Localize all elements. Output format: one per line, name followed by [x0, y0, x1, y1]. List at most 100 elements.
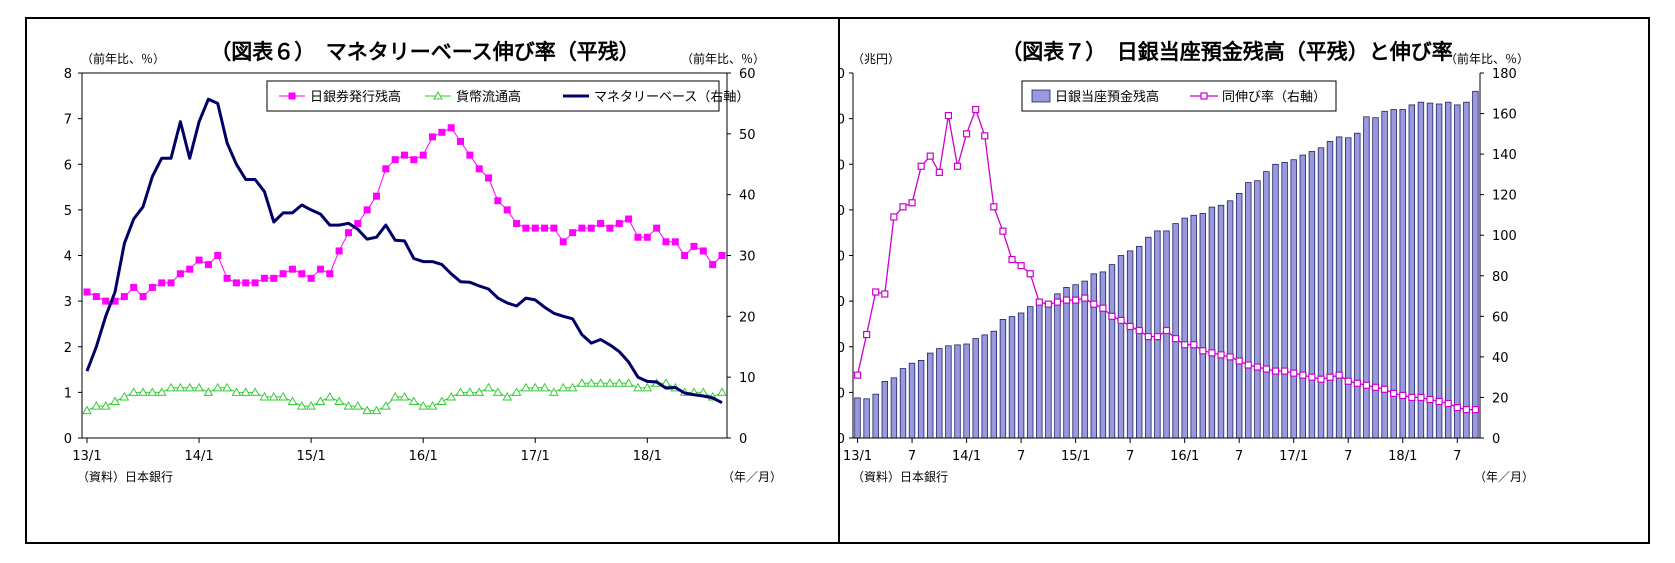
bar	[1245, 182, 1252, 439]
data-point	[203, 387, 214, 396]
bar	[1063, 286, 1070, 439]
right-tick-label: 120	[1492, 189, 1517, 204]
data-point	[138, 387, 148, 396]
left-tick-label: 250	[840, 204, 845, 219]
data-point	[222, 382, 232, 392]
data-point	[324, 391, 335, 401]
data-point	[615, 220, 623, 228]
data-point	[1035, 298, 1043, 306]
bar	[972, 338, 979, 439]
data-point	[531, 224, 539, 232]
data-point	[418, 401, 429, 410]
data-point	[671, 238, 679, 246]
bar	[927, 352, 934, 439]
data-point	[278, 391, 288, 401]
data-point	[242, 279, 250, 287]
data-point	[643, 233, 651, 241]
data-point	[371, 405, 382, 415]
data-point	[493, 387, 503, 396]
data-point	[1026, 270, 1034, 278]
bar	[899, 368, 907, 439]
data-point	[1062, 296, 1071, 304]
bar	[1108, 264, 1116, 439]
x-axis-unit: （年／月）	[1474, 470, 1534, 484]
data-point	[485, 174, 493, 182]
data-point	[1044, 300, 1052, 308]
bar	[1408, 104, 1415, 439]
right-tick-label: 20	[1492, 391, 1509, 406]
data-point	[853, 371, 862, 379]
chart-panel-current-account: （図表７） 日銀当座預金残高（平残）と伸び率 （兆円） （前年比、％） （資料）…	[820, 17, 1650, 544]
data-point	[195, 256, 203, 264]
data-point	[279, 270, 287, 278]
data-point	[1244, 361, 1252, 369]
data-point	[298, 270, 306, 278]
data-point	[1426, 395, 1434, 404]
left-tick-label: 0	[840, 432, 845, 447]
data-point	[147, 387, 158, 396]
left-axis-unit: （前年比、％）	[81, 51, 165, 66]
data-point	[1017, 262, 1025, 270]
legend: 日銀当座預金残高 同伸び率（右軸）	[1021, 80, 1337, 112]
bar	[1363, 116, 1370, 439]
left-tick-label: 8	[64, 67, 72, 82]
bar	[1081, 280, 1088, 439]
data-point	[917, 162, 925, 170]
data-point	[455, 387, 466, 396]
data-point	[1390, 389, 1398, 397]
data-point	[597, 220, 605, 228]
data-point	[91, 401, 102, 410]
data-point	[494, 197, 502, 205]
bar	[1135, 245, 1143, 439]
bar	[1054, 293, 1061, 439]
right-tick-label: 10	[739, 371, 756, 386]
left-tick-label: 1	[64, 386, 72, 401]
data-point	[999, 227, 1007, 235]
left-tick-label: 6	[64, 158, 72, 173]
data-point	[287, 396, 298, 405]
data-point	[399, 391, 410, 401]
data-point	[1126, 322, 1134, 331]
data-point	[881, 290, 889, 298]
data-point	[270, 274, 278, 282]
data-point	[474, 387, 485, 396]
data-point	[595, 378, 606, 387]
data-point	[251, 279, 259, 287]
data-point	[503, 206, 511, 214]
data-point	[623, 378, 634, 387]
data-point	[1199, 347, 1207, 355]
right-tick-label: 40	[739, 189, 756, 204]
data-point	[549, 387, 559, 396]
data-point	[102, 297, 110, 305]
data-point	[559, 238, 567, 246]
data-point	[606, 224, 614, 232]
data-point	[614, 378, 625, 387]
bar	[917, 359, 925, 439]
bar	[1099, 271, 1107, 439]
data-point	[1371, 383, 1380, 391]
right-tick-label: 0	[1492, 432, 1500, 447]
data-point	[550, 224, 558, 232]
data-point	[1108, 312, 1116, 320]
data-point	[1153, 333, 1162, 341]
data-point	[184, 382, 195, 392]
left-axis-unit: （兆円）	[852, 52, 900, 66]
data-point	[259, 391, 270, 401]
left-tick-label: 7	[64, 113, 72, 128]
chart-svg-current-account: （図表７） 日銀当座預金残高（平残）と伸び率 （兆円） （前年比、％） （資料）…	[820, 40, 1534, 484]
data-point	[83, 288, 91, 296]
data-point	[1290, 369, 1298, 377]
bar	[1454, 104, 1461, 439]
data-point	[306, 401, 316, 410]
data-point	[260, 274, 268, 282]
data-point	[522, 224, 530, 232]
legend-swatch-marker	[433, 90, 443, 100]
data-point	[436, 396, 447, 405]
data-point	[166, 382, 176, 392]
data-point	[681, 252, 689, 259]
data-point	[344, 229, 352, 237]
data-point	[390, 391, 401, 401]
data-point	[577, 378, 587, 387]
x-tick-label: 18/1	[633, 449, 662, 464]
x-tick-label: 7	[1344, 449, 1352, 464]
